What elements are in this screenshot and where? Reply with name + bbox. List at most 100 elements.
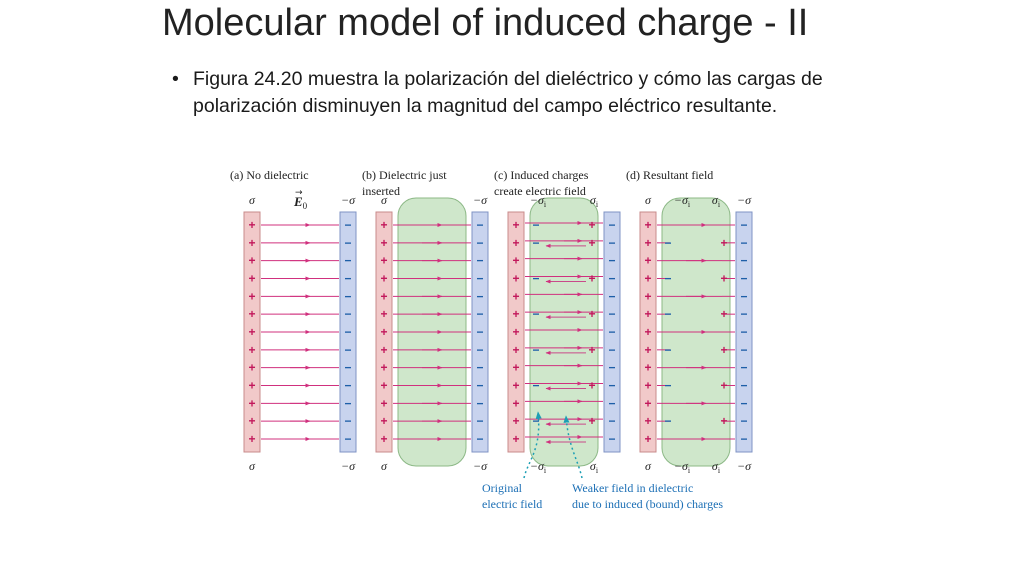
- minus-charge: −: [740, 396, 747, 410]
- minus-charge: −: [608, 307, 615, 321]
- induced-minus-charge: −: [532, 379, 539, 393]
- induced-minus-charge: −: [664, 379, 671, 393]
- plus-charge: +: [380, 414, 387, 428]
- induced-plus-charge: +: [588, 218, 595, 232]
- minus-charge: −: [740, 307, 747, 321]
- plus-charge: +: [380, 272, 387, 286]
- minus-charge: −: [476, 254, 483, 268]
- minus-charge: −: [344, 254, 351, 268]
- neg-sigma-i-label-top: −σi: [674, 193, 691, 209]
- negative-plate: [735, 211, 753, 453]
- plus-charge: +: [248, 432, 255, 446]
- plus-charge: +: [512, 218, 519, 232]
- plus-charge: +: [248, 254, 255, 268]
- plus-charge: +: [644, 289, 651, 303]
- slide-title: Molecular model of induced charge - II: [162, 2, 809, 44]
- plus-charge: +: [248, 361, 255, 375]
- induced-minus-charge: −: [664, 236, 671, 250]
- sigma-label-top: σ: [645, 193, 652, 207]
- minus-charge: −: [608, 272, 615, 286]
- minus-charge: −: [344, 307, 351, 321]
- minus-charge: −: [344, 325, 351, 339]
- induced-plus-charge: +: [720, 379, 727, 393]
- minus-charge: −: [476, 236, 483, 250]
- minus-charge: −: [344, 236, 351, 250]
- plus-charge: +: [644, 325, 651, 339]
- minus-charge: −: [476, 272, 483, 286]
- plus-charge: +: [380, 236, 387, 250]
- plus-charge: +: [380, 379, 387, 393]
- sigma-label-bottom: σ: [381, 459, 388, 473]
- minus-charge: −: [608, 218, 615, 232]
- neg-sigma-label-top: −σ: [737, 193, 752, 207]
- minus-charge: −: [740, 379, 747, 393]
- sigma-i-label-bottom: σi: [590, 459, 599, 475]
- bullet-item: • Figura 24.20 muestra la polarización d…: [172, 66, 892, 120]
- induced-plus-charge: +: [720, 236, 727, 250]
- induced-minus-charge: −: [664, 343, 671, 357]
- sigma-label-top: σ: [381, 193, 388, 207]
- plus-charge: +: [512, 343, 519, 357]
- minus-charge: −: [740, 325, 747, 339]
- sigma-i-label-top: σi: [590, 193, 599, 209]
- minus-charge: −: [740, 361, 747, 375]
- minus-charge: −: [344, 396, 351, 410]
- induced-minus-charge: −: [664, 414, 671, 428]
- induced-plus-charge: +: [588, 307, 595, 321]
- plus-charge: +: [644, 254, 651, 268]
- plus-charge: +: [380, 325, 387, 339]
- minus-charge: −: [608, 414, 615, 428]
- minus-charge: −: [608, 289, 615, 303]
- neg-sigma-i-label-bottom: −σi: [674, 459, 691, 475]
- plus-charge: +: [380, 396, 387, 410]
- induced-plus-charge: +: [720, 343, 727, 357]
- plus-charge: +: [644, 432, 651, 446]
- minus-charge: −: [608, 396, 615, 410]
- minus-charge: −: [608, 254, 615, 268]
- sigma-label-bottom: σ: [249, 459, 256, 473]
- plus-charge: +: [248, 289, 255, 303]
- induced-minus-charge: −: [532, 343, 539, 357]
- plus-charge: +: [512, 272, 519, 286]
- plus-charge: +: [512, 236, 519, 250]
- minus-charge: −: [608, 343, 615, 357]
- plus-charge: +: [380, 254, 387, 268]
- plus-charge: +: [380, 289, 387, 303]
- minus-charge: −: [740, 343, 747, 357]
- minus-charge: −: [476, 343, 483, 357]
- induced-minus-charge: −: [532, 414, 539, 428]
- minus-charge: −: [476, 414, 483, 428]
- plus-charge: +: [380, 361, 387, 375]
- plus-charge: +: [248, 379, 255, 393]
- minus-charge: −: [344, 289, 351, 303]
- annotation-weaker-field: Weaker field in dielectric due to induced…: [572, 481, 723, 511]
- plus-charge: +: [644, 379, 651, 393]
- plus-charge: +: [644, 272, 651, 286]
- neg-sigma-i-label-top: −σi: [530, 193, 547, 209]
- minus-charge: −: [344, 432, 351, 446]
- plus-charge: +: [248, 272, 255, 286]
- minus-charge: −: [344, 361, 351, 375]
- induced-minus-charge: −: [532, 236, 539, 250]
- panel-caption: (c) Induced charges create electric field: [494, 168, 589, 198]
- induced-plus-charge: +: [720, 272, 727, 286]
- neg-sigma-i-label-bottom: −σi: [530, 459, 547, 475]
- bullet-dot-icon: •: [172, 68, 179, 90]
- dielectric-polarization-figure: (a) No dielectric+ −+ −+ −+ −+ −+ −+ −+ −+ −+ −+ −+…: [230, 168, 753, 511]
- induced-plus-charge: +: [588, 379, 595, 393]
- bullet-text: Figura 24.20 muestra la polarización del…: [193, 68, 823, 117]
- plus-charge: +: [644, 218, 651, 232]
- minus-charge: −: [476, 432, 483, 446]
- negative-plate: [603, 211, 621, 453]
- minus-charge: −: [476, 218, 483, 232]
- minus-charge: −: [476, 289, 483, 303]
- plus-charge: +: [380, 343, 387, 357]
- minus-charge: −: [740, 254, 747, 268]
- minus-charge: −: [740, 414, 747, 428]
- neg-sigma-label-bottom: −σ: [737, 459, 752, 473]
- induced-minus-charge: −: [532, 218, 539, 232]
- neg-sigma-label-bottom: −σ: [473, 459, 488, 473]
- minus-charge: −: [344, 343, 351, 357]
- minus-charge: −: [476, 379, 483, 393]
- minus-charge: −: [740, 218, 747, 232]
